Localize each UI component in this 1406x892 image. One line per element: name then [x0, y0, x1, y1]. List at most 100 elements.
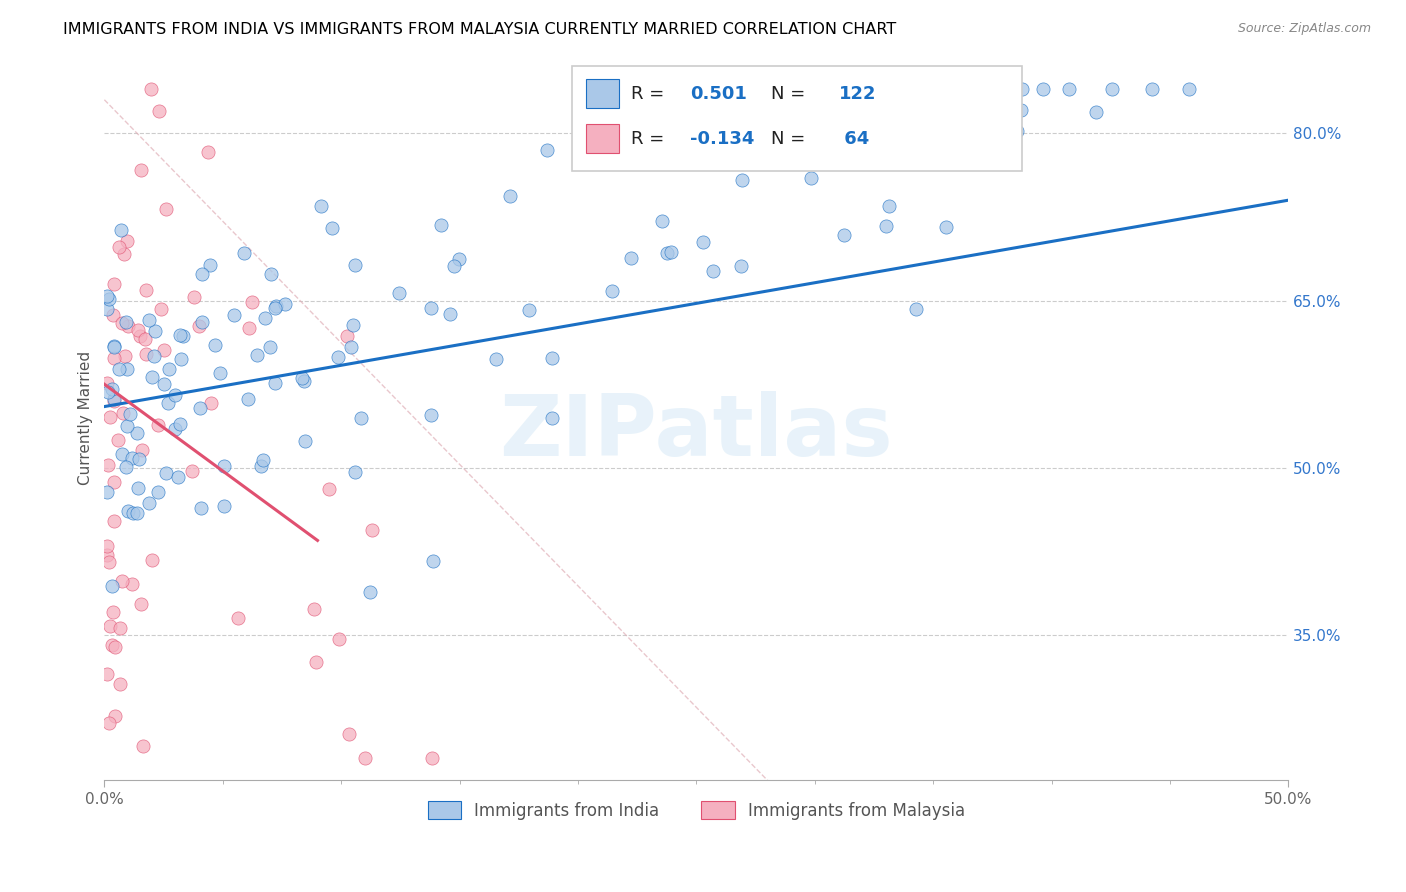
Point: [292, 374, 315, 388]
Point: [309, 198, 332, 212]
Point: [127, 323, 149, 337]
Point: [104, 640, 127, 654]
Point: [264, 301, 287, 315]
Point: [103, 475, 125, 489]
Point: [141, 369, 163, 384]
Point: [101, 579, 124, 593]
Point: [190, 315, 212, 329]
Point: [274, 297, 297, 311]
Point: [439, 307, 461, 321]
Point: [96, 548, 118, 562]
Point: [240, 295, 263, 310]
Point: [974, 81, 997, 95]
Point: [127, 481, 149, 495]
Point: [1085, 104, 1108, 119]
Text: -0.134: -0.134: [690, 129, 755, 147]
Point: [115, 234, 138, 248]
Point: [138, 496, 160, 510]
Point: [845, 135, 868, 149]
Text: N =: N =: [770, 129, 811, 147]
Point: [101, 308, 124, 322]
Point: [141, 81, 163, 95]
Point: [135, 347, 157, 361]
Point: [1011, 81, 1033, 95]
Point: [141, 553, 163, 567]
Point: [197, 145, 219, 160]
Point: [953, 81, 976, 95]
Point: [127, 426, 149, 441]
Point: [97, 293, 120, 307]
Point: [97, 385, 120, 400]
Y-axis label: Currently Married: Currently Married: [79, 351, 93, 484]
Point: [799, 127, 821, 141]
Point: [246, 347, 269, 361]
Point: [150, 302, 173, 317]
Point: [232, 246, 254, 260]
Point: [98, 409, 121, 424]
Point: [163, 422, 186, 436]
Point: [191, 268, 214, 282]
Point: [354, 751, 377, 765]
Point: [620, 251, 643, 265]
Point: [122, 506, 145, 520]
Point: [198, 258, 221, 272]
Text: R =: R =: [631, 129, 671, 147]
Point: [103, 393, 125, 408]
Point: [651, 214, 673, 228]
Point: [101, 605, 124, 619]
Point: [188, 319, 211, 334]
Point: [449, 252, 471, 266]
Point: [127, 506, 149, 520]
Point: [1032, 81, 1054, 95]
Point: [328, 632, 350, 646]
Point: [97, 555, 120, 569]
Point: [107, 240, 129, 254]
Point: [541, 410, 564, 425]
Text: Source: ZipAtlas.com: Source: ZipAtlas.com: [1237, 22, 1371, 36]
Point: [343, 258, 366, 272]
Point: [832, 228, 855, 243]
Point: [361, 523, 384, 537]
Point: [291, 370, 314, 384]
Point: [342, 318, 364, 333]
Point: [138, 313, 160, 327]
Point: [108, 362, 131, 376]
Point: [103, 392, 125, 406]
Point: [101, 638, 124, 652]
Point: [96, 301, 118, 316]
Point: [163, 388, 186, 402]
Point: [253, 311, 276, 326]
Point: [96, 289, 118, 303]
Point: [115, 315, 138, 329]
Point: [183, 290, 205, 304]
Point: [143, 324, 166, 338]
Point: [143, 349, 166, 363]
Point: [228, 611, 250, 625]
Point: [152, 343, 174, 358]
Point: [659, 245, 682, 260]
Point: [190, 501, 212, 516]
Point: [264, 376, 287, 391]
Point: [96, 376, 118, 391]
FancyBboxPatch shape: [572, 66, 1022, 171]
Point: [877, 199, 900, 213]
Point: [252, 453, 274, 467]
Point: [118, 407, 141, 421]
Point: [117, 503, 139, 517]
Point: [422, 554, 444, 568]
Point: [103, 277, 125, 291]
Text: ZIPatlas: ZIPatlas: [499, 391, 893, 474]
Text: IMMIGRANTS FROM INDIA VS IMMIGRANTS FROM MALAYSIA CURRENTLY MARRIED CORRELATION : IMMIGRANTS FROM INDIA VS IMMIGRANTS FROM…: [63, 22, 897, 37]
Point: [266, 299, 288, 313]
Point: [443, 259, 465, 273]
Point: [702, 263, 724, 277]
Point: [110, 677, 132, 691]
Point: [114, 349, 136, 363]
Point: [935, 219, 957, 234]
Point: [209, 367, 232, 381]
Point: [135, 284, 157, 298]
Point: [336, 329, 359, 343]
Point: [104, 709, 127, 723]
Point: [204, 337, 226, 351]
Point: [97, 458, 120, 473]
